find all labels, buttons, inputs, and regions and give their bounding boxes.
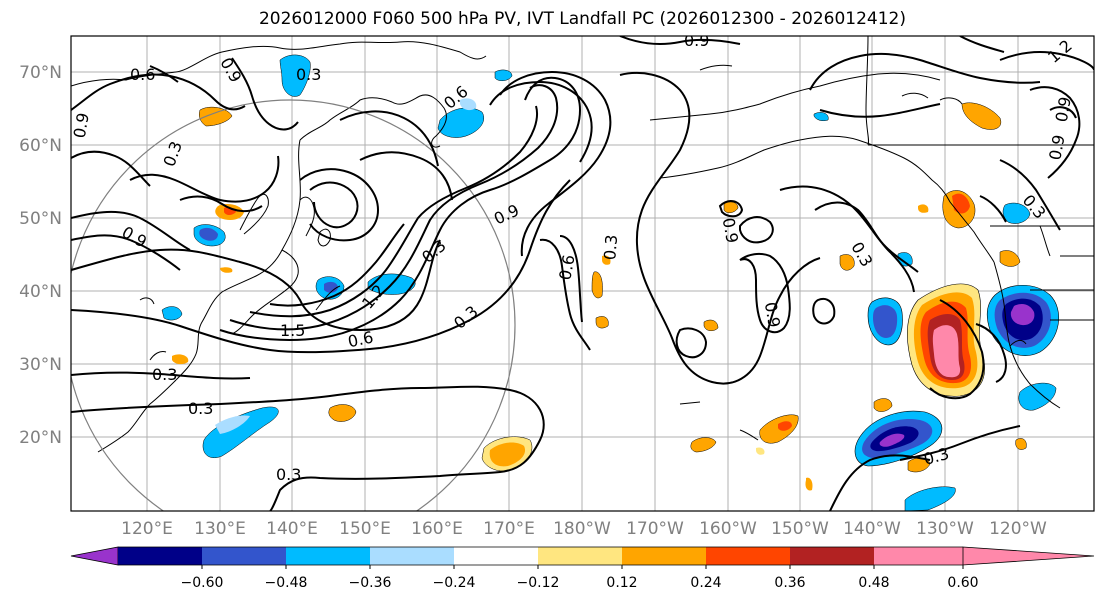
- colorbar-segment: [454, 547, 539, 565]
- lon-label: 160°W: [699, 519, 757, 539]
- colorbar-segment: [370, 547, 455, 565]
- lon-label: 120°W: [989, 519, 1047, 539]
- lon-label: 180°W: [553, 519, 611, 539]
- contour-label: 0.3: [188, 399, 213, 418]
- influence-circle: [71, 99, 516, 511]
- contour-label: 0.9: [1045, 133, 1068, 161]
- lat-label: 40°N: [19, 282, 62, 302]
- colorbar-tick-label: 0.36: [774, 575, 805, 591]
- colorbar-tick-label: −0.36: [349, 575, 392, 591]
- contour-label: 1.5: [280, 321, 305, 340]
- contour-label: 0.3: [152, 365, 177, 384]
- latitude-labels: 70°N 60°N 50°N 40°N 30°N 20°N: [19, 63, 62, 448]
- lat-label: 50°N: [19, 209, 62, 229]
- contour-label: 0.3: [296, 65, 321, 84]
- contour-label: 0.6: [555, 253, 578, 281]
- lon-label: 140°E: [266, 519, 318, 539]
- lon-label: 150°E: [339, 519, 391, 539]
- colorbar-tick-label: −0.48: [265, 575, 308, 591]
- colorbar-tick-label: −0.12: [517, 575, 560, 591]
- contour-label: 0.9: [70, 111, 93, 139]
- contour-label: 0.9: [1052, 95, 1075, 123]
- contour-label: 0.6: [130, 65, 155, 84]
- coastlines: [71, 36, 1094, 453]
- colorbar-segment: [538, 547, 623, 565]
- contour-label: 0.3: [276, 465, 301, 484]
- lon-label: 140°W: [843, 519, 901, 539]
- colorbar-tick-label: 0.48: [858, 575, 889, 591]
- lon-label: 170°E: [483, 519, 535, 539]
- contour-label: 0.9: [684, 31, 709, 50]
- lon-label: 160°E: [411, 519, 463, 539]
- lat-label: 70°N: [19, 63, 62, 83]
- colorbar-segment: [706, 547, 791, 565]
- colorbar-extend-max: [962, 546, 1095, 566]
- contour-label: 0.3: [600, 234, 621, 261]
- map-frame: [70, 35, 1095, 512]
- colorbar-tick-label: 0.24: [690, 575, 721, 591]
- longitude-labels: 120°E 130°E 140°E 150°E 160°E 170°E 180°…: [121, 519, 1047, 539]
- colorbar-segment: [286, 547, 371, 565]
- lat-label: 60°N: [19, 136, 62, 156]
- lon-label: 120°E: [121, 519, 173, 539]
- colorbar-segment: [874, 547, 963, 565]
- pv-contours: [71, 36, 1094, 511]
- lat-label: 20°N: [19, 428, 62, 448]
- colorbar-tick-label: −0.60: [181, 575, 224, 591]
- contour-label: 0.9: [719, 216, 742, 244]
- lon-label: 150°W: [771, 519, 829, 539]
- lon-label: 170°W: [626, 519, 684, 539]
- ivt-shading: [161, 54, 1059, 511]
- lon-label: 130°W: [916, 519, 974, 539]
- colorbar-tick-label: −0.24: [433, 575, 476, 591]
- colorbar-segment: [202, 547, 287, 565]
- colorbar-tick-label: 0.12: [606, 575, 637, 591]
- colorbar-segment: [790, 547, 875, 565]
- colorbar-segment: [622, 547, 707, 565]
- colorbar-extend-min: [70, 546, 119, 566]
- lon-label: 130°E: [194, 519, 246, 539]
- contour-label: 0.9: [761, 301, 784, 329]
- colorbar: −0.60 −0.48 −0.36 −0.24 −0.12 0.12 0.24 …: [70, 546, 1095, 591]
- contour-label: 0.6: [346, 327, 375, 351]
- lat-label: 30°N: [19, 355, 62, 375]
- colorbar-segment: [118, 547, 203, 565]
- figure-title: 2026012000 F060 500 hPa PV, IVT Landfall…: [258, 9, 906, 29]
- colorbar-tick-label: 0.60: [947, 575, 978, 591]
